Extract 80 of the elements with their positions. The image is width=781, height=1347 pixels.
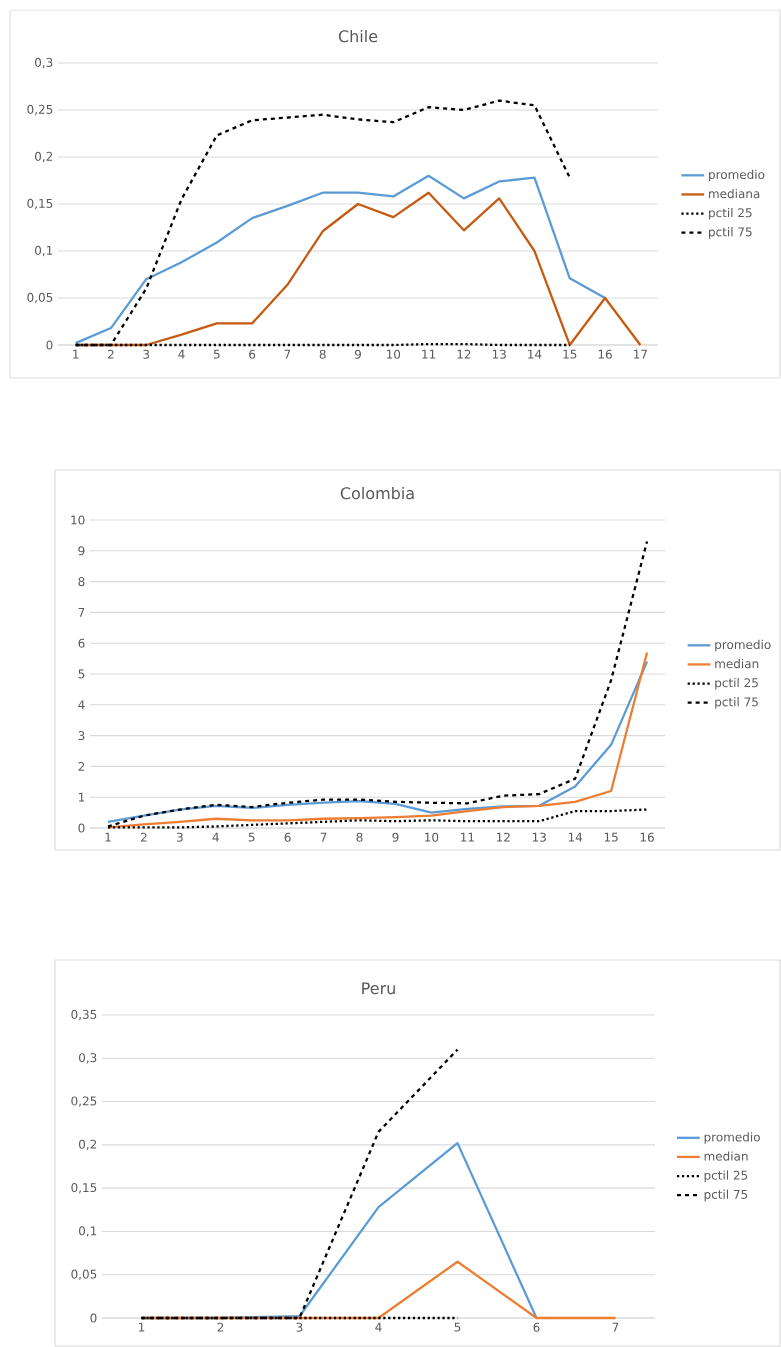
legend-label: pctil 75 [704,1189,748,1202]
x-tick-label: 8 [319,349,326,359]
y-tick-label: 0 [78,823,85,833]
x-tick-label: 9 [354,349,361,359]
y-tick-label: 7 [78,608,85,617]
x-tick-label: 2 [108,349,114,359]
y-tick-label: 0,15 [71,1182,97,1194]
y-tick-label: 0,05 [27,292,53,304]
y-tick-label: 8 [78,577,85,587]
legend-label: promedio [704,1132,760,1144]
y-tick-label: 0 [46,340,53,350]
x-tick-label: 16 [640,832,654,842]
x-tick-label: 15 [563,349,577,359]
chart-title: Peru [362,982,395,995]
x-tick-label: 2 [140,832,147,842]
y-tick-label: 0,2 [79,1139,97,1151]
y-tick-label: 4 [78,700,85,710]
y-tick-label: 0,15 [27,198,53,210]
x-tick-label: 14 [568,832,583,842]
x-tick-label: 8 [356,832,363,842]
x-tick-label: 6 [249,349,256,359]
x-tick-label: 12 [457,349,471,359]
y-tick-label: 0,2 [35,151,53,163]
y-tick-label: 0,3 [79,1053,97,1064]
x-tick-label: 10 [386,349,401,359]
chart-title: Colombia [340,486,414,500]
legend-label: pctil 25 [704,1170,748,1183]
legend-label: pctil 75 [709,227,752,239]
x-tick-label: 13 [532,832,546,842]
y-tick-label: 0,25 [71,1096,97,1107]
x-tick-label: 1 [139,1322,145,1332]
y-tick-label: 0,3 [35,57,53,69]
y-tick-label: 0,05 [71,1269,97,1280]
y-tick-label: 3 [78,731,85,741]
chart-title: Chile [338,29,378,43]
x-tick-label: 3 [176,832,183,842]
x-tick-label: 9 [392,832,399,842]
x-tick-label: 13 [492,349,506,359]
x-tick-label: 7 [284,349,291,359]
y-tick-label: 0 [90,1313,97,1323]
y-tick-label: 9 [78,546,85,556]
x-tick-label: 2 [217,1322,224,1332]
x-tick-label: 4 [212,832,219,842]
x-tick-label: 11 [422,349,436,359]
x-tick-label: 14 [528,349,542,359]
legend-label: median [715,658,759,669]
x-tick-label: 1 [105,832,111,842]
y-tick-label: 0,35 [71,1009,97,1021]
legend-label: promedio [709,169,765,182]
y-tick-label: 5 [78,669,85,679]
x-tick-label: 7 [612,1322,619,1332]
x-tick-label: 6 [533,1322,540,1332]
y-tick-label: 0,25 [27,104,53,116]
x-tick-label: 3 [296,1322,303,1332]
x-tick-label: 7 [320,832,327,842]
x-tick-label: 5 [454,1322,461,1332]
x-tick-label: 12 [496,832,510,842]
x-tick-label: 5 [248,832,255,842]
legend-label: promedio [715,639,771,652]
x-tick-label: 4 [178,349,185,359]
y-tick-label: 10 [71,515,85,525]
x-tick-label: 10 [425,832,439,842]
y-tick-label: 6 [78,638,85,648]
legend-label: pctil 25 [709,208,752,220]
x-tick-label: 4 [375,1322,382,1332]
legend-label: mediana [709,188,760,199]
legend-label: pctil 75 [715,697,758,709]
y-tick-label: 2 [78,761,85,771]
x-tick-label: 11 [461,832,474,842]
x-tick-label: 5 [213,349,220,359]
x-tick-label: 17 [634,349,647,359]
x-tick-label: 15 [604,832,618,842]
x-tick-label: 6 [284,832,291,842]
y-tick-label: 0,1 [35,245,53,257]
y-tick-label: 1 [78,792,85,802]
x-tick-label: 3 [143,349,150,359]
x-tick-label: 16 [598,349,612,359]
legend-label: pctil 25 [715,677,758,690]
y-tick-label: 0,1 [79,1226,97,1237]
legend-label: median [704,1151,748,1161]
